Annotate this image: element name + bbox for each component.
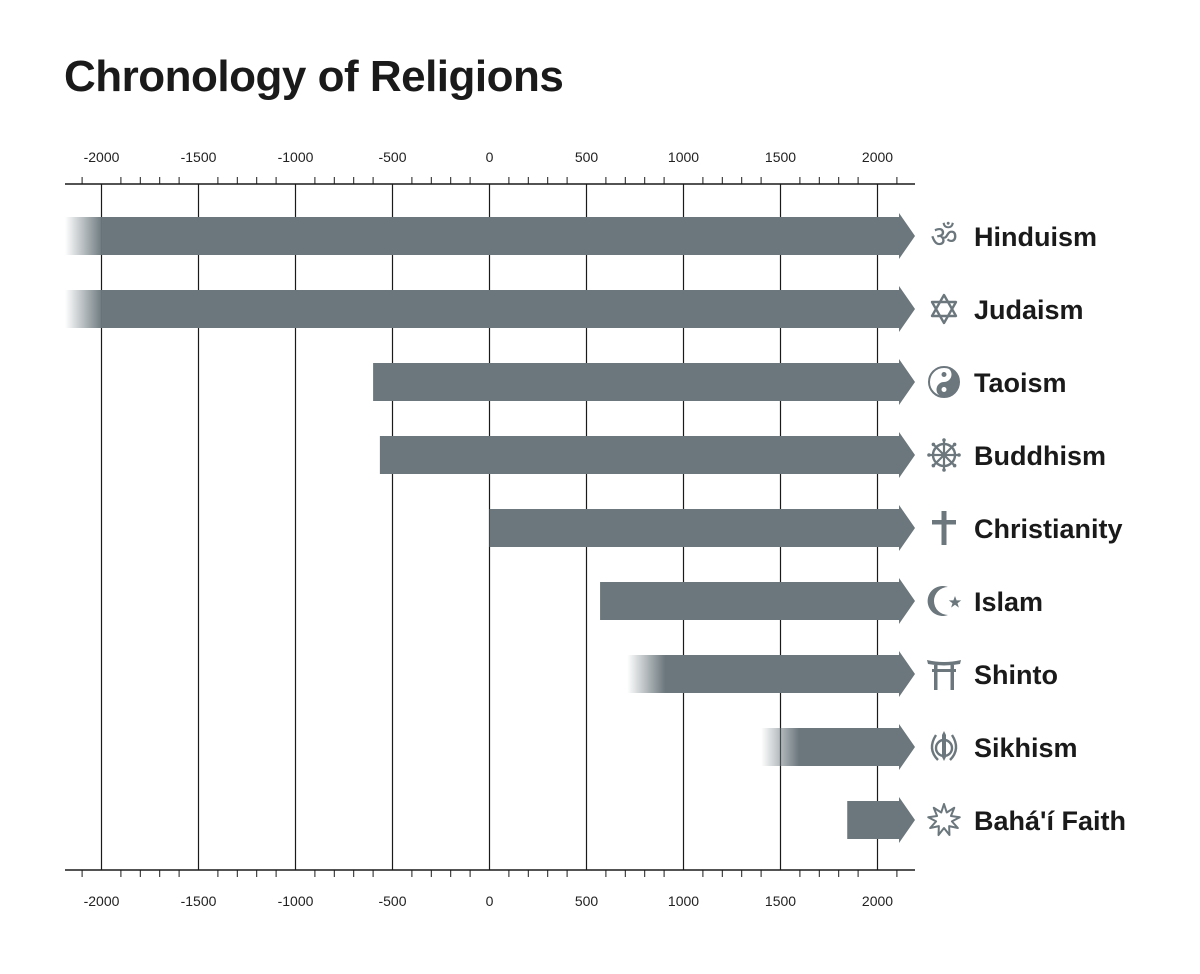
bar-shinto xyxy=(627,651,915,697)
religion-labels: ॐ Hinduism Judaism Taoism Buddhism Christiani… xyxy=(927,220,1126,837)
top-tick-label: -500 xyxy=(378,149,406,165)
religion-label: Bahá'í Faith xyxy=(974,806,1126,836)
bottom-tick-label: -1500 xyxy=(181,893,217,909)
bar-judaism xyxy=(65,286,915,332)
bar-bah-faith xyxy=(847,797,915,843)
top-tick-label: 1500 xyxy=(765,149,796,165)
bottom-tick-label: 1500 xyxy=(765,893,796,909)
religion-label: Shinto xyxy=(974,660,1058,690)
top-tick-label: 0 xyxy=(486,149,494,165)
bottom-tick-label: 500 xyxy=(575,893,599,909)
yin-yang-icon xyxy=(928,366,960,398)
religion-label: Taoism xyxy=(974,368,1067,398)
top-tick-label: -1500 xyxy=(181,149,217,165)
top-tick-label: 500 xyxy=(575,149,599,165)
nine-pointed-star-icon xyxy=(927,803,961,837)
bar-christianity xyxy=(489,505,915,551)
top-tick-label: -1000 xyxy=(278,149,314,165)
bar-islam xyxy=(600,578,915,624)
svg-text:ॐ: ॐ xyxy=(930,220,957,255)
bottom-tick-label: -500 xyxy=(378,893,406,909)
bottom-tick-label: 2000 xyxy=(862,893,893,909)
top-tick-label: 1000 xyxy=(668,149,699,165)
bar-buddhism xyxy=(379,432,915,478)
cross-icon xyxy=(932,511,956,545)
religion-label: Sikhism xyxy=(974,733,1078,763)
khanda-icon xyxy=(930,731,958,761)
religion-label: Christianity xyxy=(974,514,1123,544)
chart-title: Chronology of Religions xyxy=(64,52,564,101)
bottom-tick-label: -2000 xyxy=(84,893,120,909)
bottom-tick-label: -1000 xyxy=(278,893,314,909)
religion-label: Buddhism xyxy=(974,441,1106,471)
crescent-star-icon xyxy=(927,586,962,616)
bottom-tick-label: 0 xyxy=(486,893,494,909)
dharma-wheel-icon xyxy=(927,438,961,472)
religion-label: Hinduism xyxy=(974,222,1097,252)
top-tick-label: -2000 xyxy=(84,149,120,165)
bar-taoism xyxy=(373,359,916,405)
bars xyxy=(65,213,916,843)
om-icon: ॐ xyxy=(930,220,957,255)
axes: -2000 -1500 -1000 -500 0 500 1000 1500 2000 -2000… xyxy=(65,149,915,909)
top-tick-label: 2000 xyxy=(862,149,893,165)
bar-sikhism xyxy=(761,724,915,770)
bar-hinduism xyxy=(65,213,915,259)
religion-label: Islam xyxy=(974,587,1043,617)
religion-label: Judaism xyxy=(974,295,1084,325)
bottom-tick-label: 1000 xyxy=(668,893,699,909)
torii-gate-icon xyxy=(927,660,961,690)
star-of-david-icon xyxy=(930,293,958,325)
